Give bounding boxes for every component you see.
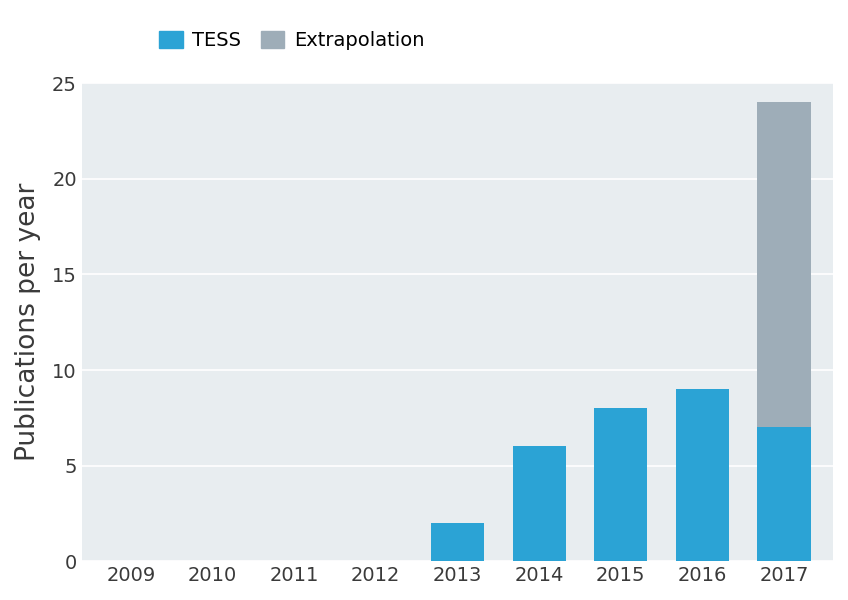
Legend: TESS, Extrapolation: TESS, Extrapolation <box>159 31 424 50</box>
Bar <box>757 103 811 427</box>
Bar <box>431 523 484 561</box>
Y-axis label: Publications per year: Publications per year <box>15 183 41 461</box>
Bar <box>512 446 566 561</box>
Bar <box>594 408 647 561</box>
Bar <box>676 389 729 561</box>
Bar <box>757 427 811 561</box>
